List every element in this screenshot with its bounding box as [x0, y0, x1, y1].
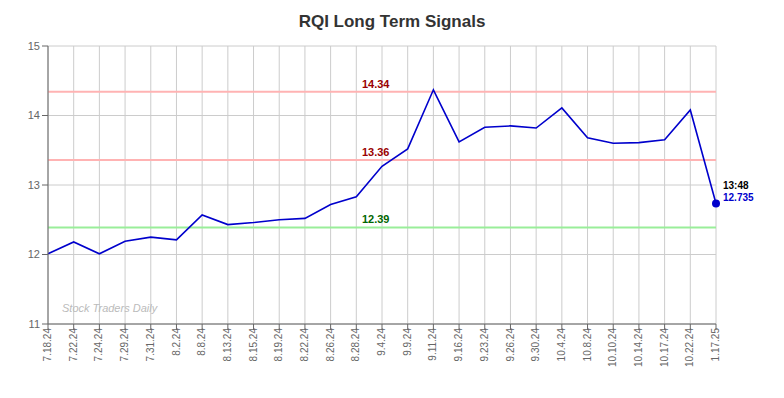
svg-text:8.8.24: 8.8.24 [196, 328, 207, 356]
svg-text:9.9.24: 9.9.24 [402, 328, 413, 356]
svg-text:8.28.24: 8.28.24 [350, 328, 361, 362]
svg-text:10.14.24: 10.14.24 [633, 328, 644, 367]
svg-text:10.4.24: 10.4.24 [556, 328, 567, 362]
svg-text:9.16.24: 9.16.24 [453, 328, 464, 362]
svg-text:8.2.24: 8.2.24 [171, 328, 182, 356]
svg-text:9.4.24: 9.4.24 [376, 328, 387, 356]
svg-text:10.10.24: 10.10.24 [607, 328, 618, 367]
svg-text:8.26.24: 8.26.24 [325, 328, 336, 362]
svg-text:15: 15 [28, 40, 40, 52]
svg-text:14.34: 14.34 [362, 78, 390, 90]
svg-text:8.22.24: 8.22.24 [299, 328, 310, 362]
svg-text:12.735: 12.735 [723, 192, 754, 203]
svg-text:9.26.24: 9.26.24 [505, 328, 516, 362]
svg-text:7.18.24: 7.18.24 [42, 328, 53, 362]
svg-text:14: 14 [28, 109, 40, 121]
svg-text:13.36: 13.36 [362, 146, 390, 158]
html-text:Stock Traders Daily: Stock Traders Daily [62, 302, 158, 314]
svg-text:10.17.24: 10.17.24 [659, 328, 670, 367]
svg-text:12.39: 12.39 [362, 213, 390, 225]
svg-text:9.30.24: 9.30.24 [530, 328, 541, 362]
svg-text:7.24.24: 7.24.24 [93, 328, 104, 362]
svg-text:1.17.25: 1.17.25 [710, 328, 721, 362]
svg-text:9.11.24: 9.11.24 [427, 328, 438, 361]
svg-text:10.8.24: 10.8.24 [582, 328, 593, 362]
svg-text:7.22.24: 7.22.24 [68, 328, 79, 362]
svg-text:10.22.24: 10.22.24 [684, 328, 695, 367]
svg-text:8.19.24: 8.19.24 [273, 328, 284, 362]
svg-text:13:48: 13:48 [723, 180, 749, 191]
svg-text:12: 12 [28, 248, 40, 260]
svg-text:8.15.24: 8.15.24 [248, 328, 259, 362]
html-text:RQI Long Term Signals: RQI Long Term Signals [298, 12, 486, 31]
svg-text:8.13.24: 8.13.24 [222, 328, 233, 362]
svg-text:7.29.24: 7.29.24 [119, 328, 130, 362]
svg-text:13: 13 [28, 179, 40, 191]
svg-text:11: 11 [29, 318, 40, 330]
svg-text:9.23.24: 9.23.24 [479, 328, 490, 362]
svg-text:7.31.24: 7.31.24 [145, 328, 156, 362]
